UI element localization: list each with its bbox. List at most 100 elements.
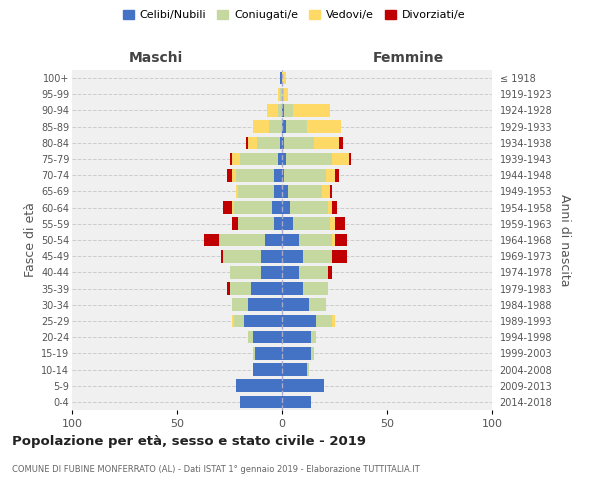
Bar [314,136,338,149]
Bar [311,331,316,344]
Legend: Celibi/Nubili, Coniugati/e, Vedovi/e, Divorziati/e: Celibi/Nubili, Coniugati/e, Vedovi/e, Di… [118,6,470,25]
Bar [251,282,282,295]
Bar [332,314,335,328]
Bar [248,136,257,149]
Bar [335,169,338,181]
Bar [268,104,278,117]
Y-axis label: Anni di nascita: Anni di nascita [558,194,571,286]
Bar [328,266,332,278]
Bar [261,266,282,278]
Bar [219,234,265,246]
Bar [332,202,337,214]
Bar [261,250,282,262]
Bar [310,298,326,311]
Bar [278,152,282,166]
Bar [335,234,347,246]
Bar [282,282,303,295]
Bar [280,136,282,149]
Bar [227,169,232,181]
Bar [282,136,284,149]
Bar [290,202,328,214]
Bar [282,314,316,328]
Bar [253,331,282,344]
Bar [244,314,282,328]
Bar [282,347,311,360]
Bar [349,152,352,166]
Bar [269,120,282,133]
Bar [229,266,261,278]
Bar [229,282,251,295]
Bar [271,202,282,214]
Bar [247,136,248,149]
Bar [232,314,234,328]
Bar [238,218,274,230]
Bar [284,104,293,117]
Bar [331,185,332,198]
Bar [299,234,332,246]
Bar [316,314,332,328]
Bar [289,185,322,198]
Bar [282,169,284,181]
Bar [236,185,238,198]
Bar [332,152,349,166]
Text: COMUNE DI FUBINE MONFERRATO (AL) - Dati ISTAT 1° gennaio 2019 - Elaborazione TUT: COMUNE DI FUBINE MONFERRATO (AL) - Dati … [12,465,420,474]
Bar [303,282,328,295]
Bar [254,347,282,360]
Bar [278,88,280,101]
Bar [293,218,331,230]
Bar [282,380,324,392]
Bar [282,202,290,214]
Bar [282,72,286,85]
Bar [332,234,335,246]
Bar [328,202,332,214]
Bar [307,120,341,133]
Bar [307,363,310,376]
Bar [232,169,236,181]
Bar [284,136,314,149]
Bar [232,202,234,214]
Bar [282,185,289,198]
Bar [232,152,240,166]
Bar [282,331,311,344]
Bar [234,314,244,328]
Text: Maschi: Maschi [129,51,183,65]
Bar [234,202,271,214]
Bar [278,104,282,117]
Bar [253,120,269,133]
Bar [286,120,307,133]
Bar [274,185,282,198]
Bar [286,152,332,166]
Bar [284,88,289,101]
Bar [284,169,326,181]
Bar [303,250,332,262]
Bar [238,185,274,198]
Bar [236,380,282,392]
Bar [338,136,343,149]
Bar [282,266,299,278]
Bar [311,347,314,360]
Bar [335,218,345,230]
Bar [265,234,282,246]
Bar [282,234,299,246]
Bar [280,88,282,101]
Bar [253,363,282,376]
Bar [221,250,223,262]
Bar [331,218,335,230]
Bar [274,218,282,230]
Bar [232,298,248,311]
Bar [248,331,253,344]
Text: Popolazione per età, sesso e stato civile - 2019: Popolazione per età, sesso e stato civil… [12,435,366,448]
Y-axis label: Fasce di età: Fasce di età [23,202,37,278]
Bar [236,169,274,181]
Bar [230,152,232,166]
Bar [282,396,311,408]
Bar [282,120,286,133]
Bar [257,136,280,149]
Bar [282,363,307,376]
Bar [280,72,282,85]
Bar [282,298,310,311]
Bar [282,250,303,262]
Bar [223,250,261,262]
Bar [299,266,328,278]
Bar [240,396,282,408]
